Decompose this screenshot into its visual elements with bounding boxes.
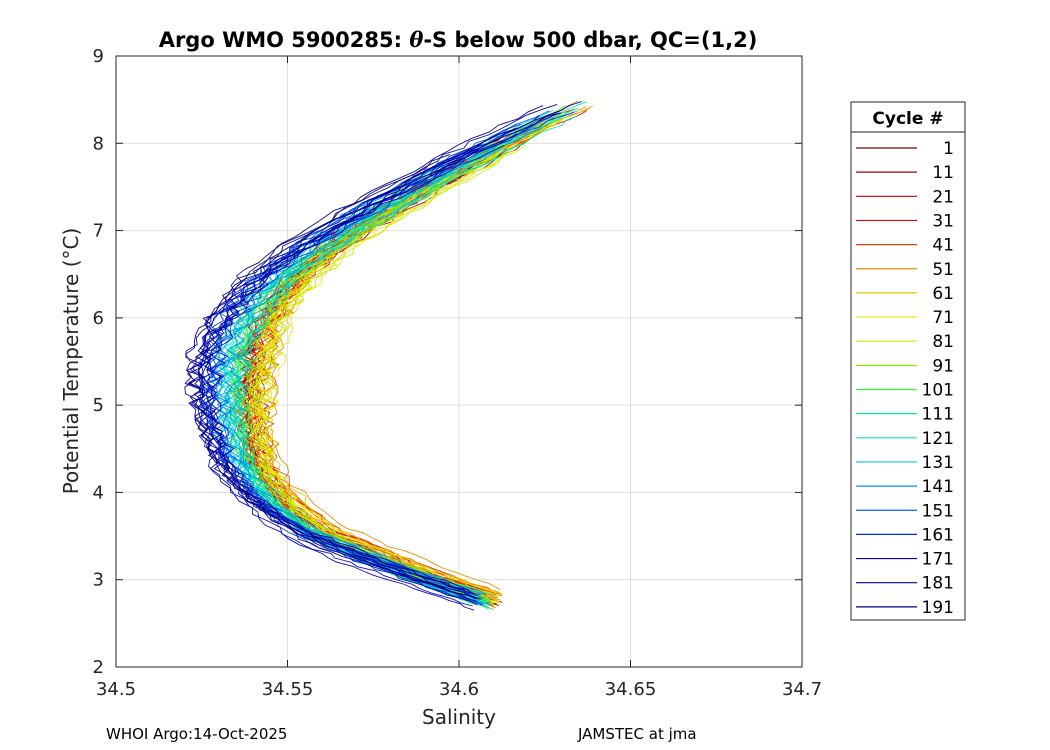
legend-label: 121 — [922, 429, 954, 449]
legend-label: 181 — [922, 574, 954, 594]
legend-items: 1112131415161718191101111121131141151161… — [856, 139, 954, 618]
x-tick-label: 34.65 — [605, 679, 657, 700]
legend-item: 31 — [856, 211, 954, 231]
legend-label: 91 — [932, 356, 954, 376]
legend-label: 11 — [932, 163, 954, 183]
chart-title-theta: θ — [409, 27, 423, 52]
legend-box — [850, 101, 966, 621]
plot-area: 34.5 34.55 34.6 34.65 34.7 2 3 4 5 6 7 8 9 — [93, 46, 822, 700]
series-line — [200, 142, 483, 596]
legend-label: 1 — [943, 139, 954, 159]
chart-title: Argo WMO 5900285: θ-S below 500 dbar, QC… — [159, 27, 758, 52]
legend-item: 161 — [856, 525, 954, 545]
chart-title-suffix: -S below 500 dbar, QC=(1,2) — [423, 28, 757, 52]
legend-item: 51 — [856, 260, 954, 280]
legend-label: 111 — [922, 405, 954, 425]
series-line — [188, 140, 488, 600]
legend-label: 151 — [922, 501, 954, 521]
y-tick-label: 4 — [93, 482, 104, 503]
chart-title-prefix: Argo WMO 5900285: — [159, 28, 410, 52]
legend-item: 21 — [856, 187, 954, 207]
legend-label: 81 — [932, 332, 954, 352]
y-tick-label: 6 — [93, 308, 104, 329]
series-line — [191, 144, 505, 611]
legend: Cycle # 11121314151617181911011111211311… — [850, 101, 966, 621]
legend-label: 71 — [932, 308, 954, 328]
legend-item: 141 — [856, 477, 954, 497]
legend-label: 51 — [932, 260, 954, 280]
footer-credit: JAMSTEC at jma — [578, 725, 697, 743]
x-axis-label: Salinity — [422, 705, 496, 729]
series-line — [185, 103, 558, 594]
legend-item: 81 — [856, 332, 954, 352]
series-line — [205, 101, 582, 600]
y-tick-label: 9 — [93, 46, 104, 67]
y-tick-label: 8 — [93, 133, 104, 154]
x-tick-label: 34.55 — [262, 679, 314, 700]
legend-item: 191 — [856, 598, 954, 618]
y-tick-label: 7 — [93, 221, 104, 242]
y-tick-label: 3 — [93, 570, 104, 591]
legend-item: 131 — [856, 453, 954, 473]
x-tick-label: 34.7 — [782, 679, 822, 700]
series-line — [186, 114, 541, 600]
legend-label: 101 — [922, 381, 954, 401]
y-tick-label: 5 — [93, 395, 104, 416]
legend-item: 111 — [856, 405, 954, 425]
legend-title: Cycle # — [872, 109, 943, 129]
series-layer — [184, 100, 595, 611]
x-tick-label: 34.5 — [96, 679, 136, 700]
series-line — [200, 133, 518, 606]
legend-item: 151 — [856, 501, 954, 521]
series-line — [260, 149, 504, 596]
axis-ticks: 34.5 34.55 34.6 34.65 34.7 2 3 4 5 6 7 8 9 — [93, 46, 822, 700]
legend-item: 181 — [856, 574, 954, 594]
footer-source: WHOI Argo:14-Oct-2025 — [106, 725, 288, 743]
legend-item: 101 — [856, 381, 954, 401]
legend-item: 41 — [856, 236, 954, 256]
legend-label: 141 — [922, 477, 954, 497]
legend-item: 61 — [856, 284, 954, 304]
legend-label: 61 — [932, 284, 954, 304]
series-191 — [184, 105, 562, 602]
legend-item: 91 — [856, 356, 954, 376]
legend-item: 11 — [856, 163, 954, 183]
legend-label: 31 — [932, 211, 954, 231]
series-line — [198, 112, 562, 602]
y-tick-label: 2 — [93, 657, 104, 678]
y-axis-label: Potential Temperature (°C) — [59, 228, 83, 495]
legend-item: 1 — [856, 139, 954, 159]
grid-lines — [116, 56, 802, 667]
series-181 — [185, 101, 582, 606]
legend-item: 171 — [856, 550, 954, 570]
legend-label: 161 — [922, 525, 954, 545]
legend-label: 41 — [932, 236, 954, 256]
legend-label: 191 — [922, 598, 954, 618]
legend-item: 71 — [856, 308, 954, 328]
legend-label: 171 — [922, 550, 954, 570]
legend-item: 121 — [856, 429, 954, 449]
legend-label: 21 — [932, 187, 954, 207]
x-tick-label: 34.6 — [439, 679, 479, 700]
legend-label: 131 — [922, 453, 954, 473]
